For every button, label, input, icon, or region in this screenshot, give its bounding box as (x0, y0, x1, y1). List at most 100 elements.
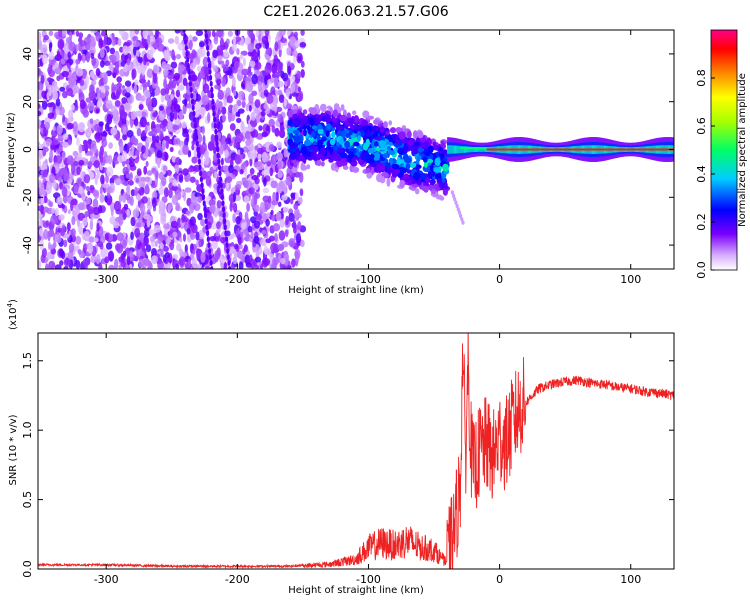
spectrogram-noise-cell (211, 135, 216, 142)
spectrogram-streak-cell (192, 116, 197, 123)
x-tick-label: 100 (620, 573, 641, 586)
spectrogram-streak-cell (202, 200, 206, 207)
spectrogram-onset-cell (388, 150, 396, 156)
spectrogram-onset-cell (376, 163, 383, 172)
spectrogram-onset-cell (365, 168, 371, 173)
x-tick-label: 100 (620, 273, 641, 286)
colorbar-label: Normalized spectral amplitude (737, 73, 748, 227)
spectrogram-noise-cell (136, 222, 142, 228)
spectrogram-noise-cell (193, 164, 201, 172)
spectrogram-noise-cell (217, 108, 222, 115)
spectrogram-noise-cell (193, 92, 197, 101)
spectrogram-noise-cell (137, 56, 143, 63)
spectrogram-noise-cell (79, 99, 86, 110)
spectrogram-noise-cell (299, 42, 307, 48)
spectrogram-streak-cell (226, 248, 230, 255)
spectrogram-noise-cell (152, 191, 158, 200)
spectrogram-noise-cell (212, 49, 218, 59)
spectrogram-noise-cell (74, 103, 79, 111)
spectrogram-carrier-cell (449, 145, 452, 154)
spectrogram-streak-cell (199, 170, 203, 177)
spectrogram-noise-cell (229, 202, 233, 212)
spectrogram-noise-cell (186, 84, 192, 95)
spectrogram-noise-cell (272, 243, 279, 254)
spectrogram-noise-cell (277, 201, 282, 207)
spectrogram-noise-cell (207, 30, 212, 38)
spectrogram-noise-cell (249, 167, 255, 175)
spectrogram-noise-cell (56, 196, 63, 205)
spectrogram-noise-cell (166, 100, 172, 107)
spectrogram-onset-cell (434, 172, 442, 180)
colorbar-tick-label: 0.4 (695, 165, 708, 183)
spectrogram-noise-cell (239, 168, 244, 175)
spectrogram-noise-cell (271, 66, 278, 74)
y-tick-label: 0.0 (21, 560, 34, 578)
spectrogram-noise-cell (127, 63, 133, 72)
spectrogram-noise-cell (120, 252, 125, 261)
spectrogram-noise-cell (233, 103, 238, 113)
spectrogram-noise-cell (217, 121, 223, 132)
spectrogram-noise-cell (138, 95, 146, 102)
spectrogram-noise-cell (170, 220, 178, 229)
spectrogram-noise-cell (72, 121, 78, 132)
spectrogram-noise-cell (43, 248, 47, 257)
spectrogram-noise-cell (182, 93, 189, 99)
spectrogram-noise-cell (216, 200, 222, 209)
spectrogram-noise-cell (228, 164, 234, 174)
spectrogram-noise-cell (146, 216, 154, 222)
spectrogram-noise-cell (125, 173, 133, 179)
spectrogram-onset-cell (420, 172, 427, 180)
spectrogram-noise-cell (296, 70, 302, 80)
spectrogram-noise-cell (87, 190, 91, 196)
spectrogram-noise-cell (145, 160, 149, 167)
spectrogram-onset-cell (306, 151, 312, 157)
spectrogram-noise-cell (156, 150, 163, 159)
spectrogram-noise-cell (114, 177, 122, 186)
spectrogram-noise-cell (177, 84, 185, 91)
spectrogram-onset-cell (352, 166, 360, 173)
spectrogram-streak-cell (192, 110, 196, 117)
spectrogram-noise-cell (244, 211, 249, 223)
spectrogram-noise-cell (241, 222, 247, 230)
spectrogram-noise-cell (99, 186, 103, 195)
spectrogram-noise-cell (170, 102, 176, 113)
spectrogram-onset-cell (373, 126, 381, 132)
spectrogram-noise-cell (252, 51, 259, 61)
spectrogram-streak-cell (207, 62, 211, 69)
spectrogram-noise-cell (38, 110, 42, 117)
spectrogram-noise-cell (182, 168, 189, 176)
spectrogram-noise-cell (99, 193, 105, 203)
spectrogram-onset-cell (442, 188, 448, 196)
spectrogram-noise-cell (216, 45, 224, 55)
spectrogram-noise-cell (72, 160, 79, 167)
spectrogram-noise-cell (90, 254, 97, 264)
spectrogram-noise-cell (158, 171, 164, 181)
spectrogram-onset-cell (287, 119, 293, 127)
spectrogram-noise-cell (66, 222, 71, 231)
spectrogram-noise-cell (181, 213, 186, 223)
spectrogram-noise-cell (300, 30, 305, 36)
spectrogram-noise-cell (183, 233, 186, 242)
spectrogram-noise-cell (120, 260, 126, 268)
spectrogram-noise-cell (287, 77, 291, 87)
spectrogram-noise-cell (272, 223, 281, 232)
spectrogram-onset-cell (381, 172, 389, 177)
spectrogram-noise-cell (87, 197, 92, 205)
x-tick-label: -300 (94, 573, 119, 586)
spectrogram-onset-cell (311, 125, 318, 130)
spectrogram-onset-cell (369, 154, 375, 159)
spectrogram-noise-cell (286, 103, 293, 110)
spectrogram-noise-cell (188, 53, 195, 61)
spectrogram-noise-cell (82, 53, 86, 64)
spectrogram-noise-cell (75, 235, 82, 245)
spectrogram-onset-cell (434, 157, 441, 167)
spectrogram-noise-cell (248, 254, 253, 263)
spectrogram-noise-cell (89, 118, 94, 125)
spectrogram-onset-cell (370, 162, 377, 168)
spectrogram-noise-cell (178, 110, 184, 120)
spectrogram-noise-cell (143, 258, 151, 266)
spectrogram-noise-cell (153, 224, 161, 233)
spectrogram-noise-cell (253, 204, 260, 213)
spectrogram-onset-cell (292, 109, 298, 114)
spectrogram-noise-cell (85, 97, 92, 103)
